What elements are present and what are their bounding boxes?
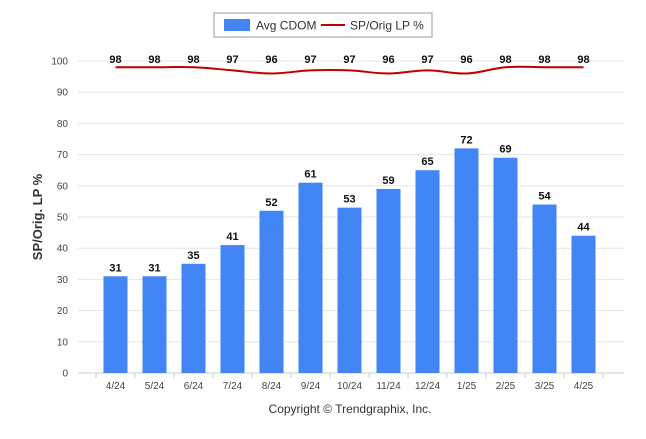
bar-value-label-7-24: 41 — [226, 231, 238, 243]
x-tick-label-9-24: 9/24 — [301, 381, 321, 392]
bar-series — [103, 148, 596, 373]
x-axis-ticks: 4/24 5/24 6/24 7/24 8/24 9/24 10/24 11/24 12/24 1… — [95, 373, 604, 392]
bar-12-24 — [415, 170, 440, 373]
x-tick-label-7-24: 7/24 — [223, 381, 243, 392]
y-tick-label-10: 10 — [57, 337, 69, 348]
bar-4-25 — [571, 235, 596, 373]
bar-9-24 — [298, 182, 323, 373]
line-value-label-4-24: 98 — [109, 54, 121, 66]
y-tick-label-20: 20 — [57, 306, 69, 317]
x-tick-label-4-25: 4/25 — [574, 381, 594, 392]
y-tick-label-0: 0 — [62, 369, 68, 380]
bar-value-label-4-24: 31 — [109, 262, 121, 274]
y-tick-label-50: 50 — [57, 213, 69, 224]
bar-1-25 — [454, 148, 479, 373]
y-tick-label-40: 40 — [57, 244, 69, 255]
y-tick-label-100: 100 — [51, 57, 68, 68]
bar-5-24 — [142, 276, 167, 373]
bar-8-24 — [259, 210, 284, 373]
copyright-footer: Copyright © Trendgraphix, Inc. — [269, 402, 432, 416]
y-axis-ticks: 0 10 20 30 40 50 60 70 80 90 100 — [51, 57, 68, 380]
y-tick-label-60: 60 — [57, 181, 69, 192]
line-path-sp-orig-lp — [115, 65, 584, 75]
line-value-label-8-24: 96 — [265, 54, 277, 66]
x-tick-label-10-24: 10/24 — [337, 381, 362, 392]
bar-value-label-2-25: 69 — [499, 144, 511, 156]
x-tick-label-4-24: 4/24 — [106, 381, 126, 392]
bar-value-label-3-25: 54 — [538, 191, 551, 203]
bar-value-label-10-24: 53 — [343, 194, 355, 206]
bar-value-label-8-24: 52 — [265, 197, 277, 209]
y-tick-label-30: 30 — [57, 275, 69, 286]
bar-value-label-9-24: 61 — [304, 169, 316, 181]
legend-swatch-bar — [224, 19, 250, 31]
bar-4-24 — [103, 276, 128, 373]
x-tick-label-11-24: 11/24 — [376, 381, 401, 392]
bar-6-24 — [181, 263, 206, 373]
line-value-label-2-25: 98 — [499, 54, 511, 66]
bar-value-label-1-25: 72 — [460, 134, 472, 146]
line-value-label-3-25: 98 — [538, 54, 550, 66]
legend-label-avg-cdom: Avg CDOM — [256, 19, 316, 33]
line-value-label-5-24: 98 — [148, 54, 160, 66]
bar-value-label-11-24: 59 — [382, 175, 394, 187]
line-value-label-9-24: 97 — [304, 54, 316, 66]
bar-2-25 — [493, 157, 518, 373]
y-tick-label-90: 90 — [57, 88, 69, 99]
x-tick-label-5-24: 5/24 — [145, 381, 165, 392]
bar-11-24 — [376, 188, 401, 373]
x-tick-label-2-25: 2/25 — [496, 381, 516, 392]
line-value-label-11-24: 96 — [382, 54, 394, 66]
x-tick-label-3-25: 3/25 — [535, 381, 555, 392]
legend-label-sp-orig-lp: SP/Orig LP % — [350, 19, 424, 33]
bar-3-25 — [532, 204, 557, 373]
bar-value-label-6-24: 35 — [187, 250, 199, 262]
x-tick-label-6-24: 6/24 — [184, 381, 204, 392]
line-value-label-4-25: 98 — [577, 54, 589, 66]
x-tick-label-8-24: 8/24 — [262, 381, 282, 392]
line-value-label-12-24: 97 — [421, 54, 433, 66]
bar-value-label-4-25: 44 — [577, 222, 590, 234]
line-series — [115, 65, 584, 75]
line-value-label-10-24: 97 — [343, 54, 355, 66]
line-data-labels: 98 98 98 97 96 97 97 96 97 96 98 98 98 — [109, 54, 589, 66]
line-value-label-1-25: 96 — [460, 54, 472, 66]
y-tick-label-80: 80 — [57, 119, 69, 130]
bar-value-label-5-24: 31 — [148, 262, 160, 274]
bar-10-24 — [337, 207, 362, 373]
bar-data-labels: 31 31 35 41 52 61 53 59 65 72 69 54 44 — [109, 134, 590, 274]
line-value-label-6-24: 98 — [187, 54, 199, 66]
legend: Avg CDOM SP/Orig LP % — [213, 12, 433, 38]
line-value-label-7-24: 97 — [226, 54, 238, 66]
bar-value-label-12-24: 65 — [421, 156, 433, 168]
x-tick-label-1-25: 1/25 — [457, 381, 477, 392]
bar-7-24 — [220, 245, 245, 373]
x-tick-label-12-24: 12/24 — [415, 381, 440, 392]
y-tick-label-70: 70 — [57, 150, 69, 161]
y-axis-title: SP/Orig. LP % — [30, 173, 45, 260]
